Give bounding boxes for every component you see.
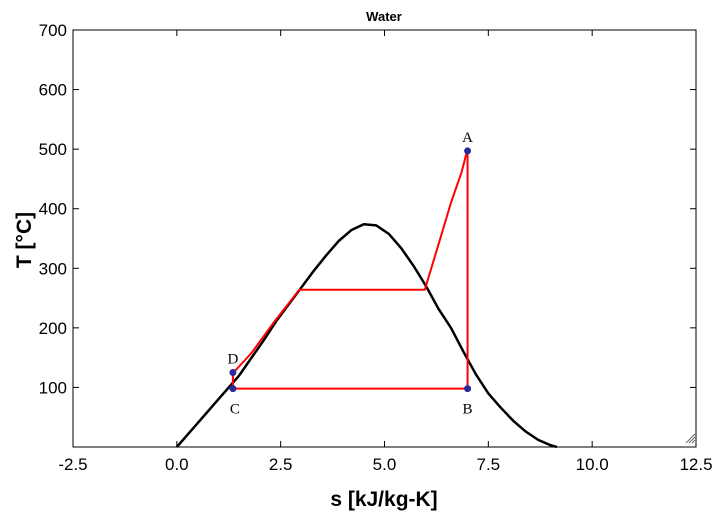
x-tick-label: 12.5	[679, 455, 712, 474]
plot-frame	[72, 29, 697, 448]
x-axis: -2.5 0.0 2.5 5.0 7.5 10.0 12.5	[58, 30, 713, 474]
y-tick-label: 600	[39, 81, 67, 100]
state-point	[464, 385, 472, 393]
state-point-label: D	[227, 352, 238, 368]
y-tick-label: 400	[39, 200, 67, 219]
x-tick-label: 7.5	[477, 455, 501, 474]
state-point	[464, 147, 472, 155]
x-axis-title: s [kJ/kg-K]	[330, 488, 437, 511]
y-axis-title: T [°C]	[13, 212, 36, 268]
y-tick-label: 200	[39, 319, 67, 338]
state-point-label: A	[462, 130, 473, 146]
plot-area: A B C D	[72, 29, 697, 449]
state-point-label: B	[463, 402, 473, 418]
x-tick-label: 5.0	[373, 455, 397, 474]
y-tick-label: 100	[39, 378, 67, 397]
state-point	[229, 369, 237, 377]
chart-title: Water	[366, 9, 402, 24]
y-axis: 100 200 300 400 500 600 700	[39, 21, 696, 397]
x-tick-label: 2.5	[269, 455, 293, 474]
x-tick-label: -2.5	[58, 455, 87, 474]
y-tick-label: 500	[39, 140, 67, 159]
state-point-label: C	[230, 402, 240, 418]
y-tick-label: 700	[39, 21, 67, 40]
resize-grip-icon[interactable]	[685, 433, 696, 444]
y-tick-label: 300	[39, 259, 67, 278]
state-point	[229, 385, 237, 393]
x-tick-label: 10.0	[576, 455, 609, 474]
x-tick-label: 0.0	[165, 455, 189, 474]
saturation-dome-line	[175, 222, 558, 449]
cycle-line	[231, 148, 469, 390]
